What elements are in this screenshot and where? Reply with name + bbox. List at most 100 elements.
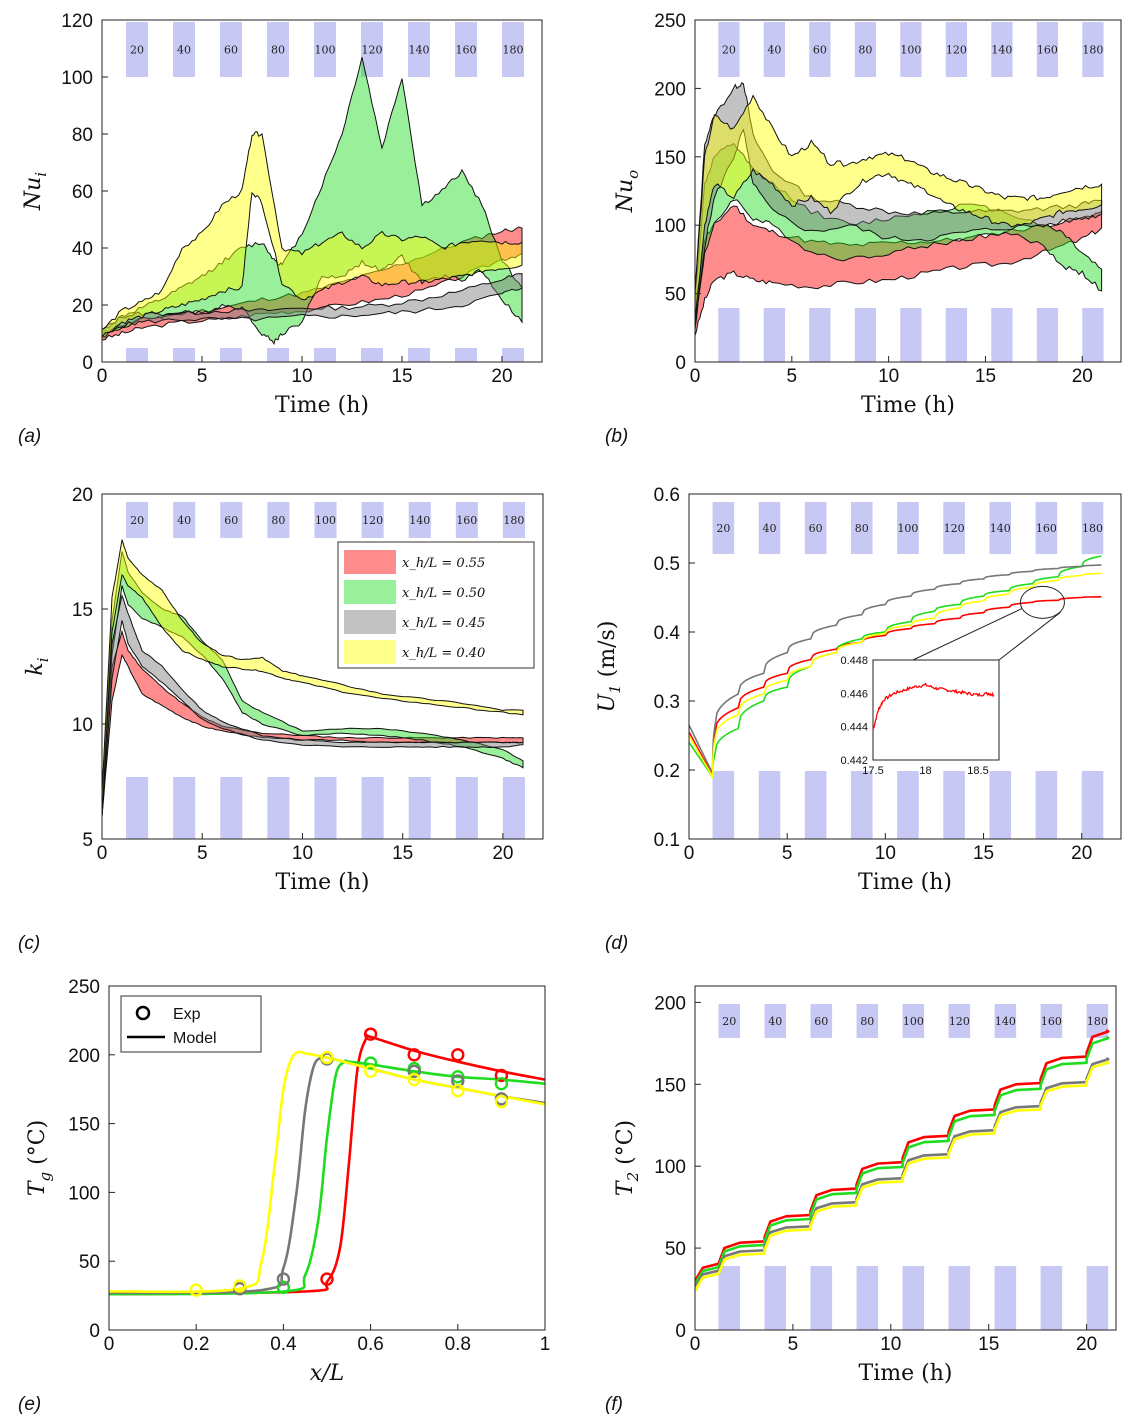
- panel-label: (d): [605, 933, 628, 954]
- day-band-top: [851, 502, 873, 554]
- day-band-bottom: [455, 777, 478, 839]
- band-label: 40: [767, 44, 781, 57]
- plot-area-a: [102, 57, 523, 346]
- inset-line: [872, 682, 995, 731]
- y-tick-label: 0.1: [654, 830, 680, 851]
- x-tick-label: 10: [292, 843, 313, 864]
- day-band-top: [718, 1004, 741, 1038]
- panel-label: (e): [18, 1394, 41, 1415]
- day-bands-f: [718, 1004, 1109, 1330]
- day-band-top: [902, 1004, 925, 1038]
- band-label: 60: [813, 44, 827, 57]
- day-band-top: [408, 22, 430, 77]
- band-label: 120: [362, 514, 383, 527]
- day-band-top: [267, 502, 290, 538]
- x-tick-label: 20: [1076, 1334, 1097, 1355]
- y-tick-label: 20: [72, 485, 93, 506]
- x-tick-label: 15: [975, 366, 996, 387]
- band-label: 180: [1082, 44, 1103, 57]
- band-label: 40: [177, 514, 191, 527]
- day-band-top: [989, 502, 1012, 554]
- exp-point-yellow: [189, 1283, 203, 1297]
- zoom-connector: [998, 611, 1061, 661]
- y-tick-label: 0.5: [654, 554, 680, 575]
- band-label: 20: [130, 514, 144, 527]
- x-tick-label: 10: [880, 1334, 901, 1355]
- inset-frame: [872, 659, 1000, 761]
- y-tick-label: 60: [72, 182, 93, 203]
- inset-x-tick: 18: [919, 765, 931, 777]
- inset-y-tick: 0.444: [840, 722, 868, 734]
- exp-point-red: [363, 1027, 378, 1041]
- x-tick-label: 10: [875, 843, 896, 864]
- x-tick-label: 5: [197, 366, 208, 387]
- band-label: 40: [177, 44, 191, 57]
- day-band-top: [173, 22, 195, 77]
- y-tick-label: 5: [82, 830, 93, 851]
- y-tick-label: 0: [89, 1321, 100, 1342]
- y-tick-label: 0.2: [654, 761, 680, 782]
- band-label: 100: [897, 522, 918, 535]
- day-band-bottom: [173, 777, 196, 839]
- plot-area-d: [689, 555, 1102, 780]
- band-label: 80: [860, 1015, 874, 1028]
- exp-point-green: [276, 1280, 291, 1295]
- band-label: 20: [130, 44, 144, 57]
- exp-point-green: [451, 1070, 465, 1084]
- band-label: 140: [990, 522, 1011, 535]
- day-band-bottom: [991, 308, 1013, 362]
- band-label: 60: [224, 44, 238, 57]
- band-label: 140: [409, 514, 430, 527]
- band-series-yellow: [695, 94, 1103, 322]
- legend-swatch-red: [344, 550, 396, 574]
- panel-label: (f): [605, 1394, 623, 1415]
- day-band-bottom: [1082, 308, 1104, 362]
- band-label: 60: [224, 514, 238, 527]
- line-series-green: [695, 1035, 1110, 1285]
- day-band-top: [455, 502, 478, 538]
- panel-label: (b): [605, 426, 628, 447]
- y-tick-label: 0.3: [654, 692, 680, 713]
- day-band-bottom: [718, 1266, 741, 1330]
- day-band-top: [1036, 22, 1059, 77]
- day-band-bottom: [945, 308, 968, 362]
- y-tick-label: 50: [665, 1239, 686, 1260]
- y-axis-label: ki: [23, 657, 52, 675]
- legend-entry: Exp: [173, 1006, 201, 1023]
- day-band-bottom: [267, 348, 289, 362]
- y-tick-label: 200: [654, 79, 686, 100]
- day-band-top: [994, 1004, 1017, 1038]
- x-tick-label: 10: [878, 366, 899, 387]
- day-band-top: [758, 502, 781, 554]
- band-label: 140: [991, 44, 1012, 57]
- svg-text:Nui: Nui: [21, 172, 50, 211]
- day-band-bottom: [994, 1266, 1017, 1330]
- band-label: 20: [722, 44, 736, 57]
- band-label: 60: [809, 522, 823, 535]
- x-axis-label: Time (h): [275, 393, 369, 418]
- day-band-top: [502, 502, 525, 538]
- plot-frame-c: [101, 493, 544, 840]
- y-tick-label: 10: [72, 715, 93, 736]
- day-band-bottom: [900, 308, 922, 362]
- day-band-top: [1035, 502, 1058, 554]
- day-band-bottom: [220, 777, 243, 839]
- exp-point-yellow: [320, 1050, 334, 1065]
- day-band-bottom: [314, 777, 337, 839]
- x-tick-label: 20: [1072, 366, 1093, 387]
- model-line-green: [109, 1059, 545, 1296]
- day-band-bottom: [758, 771, 781, 839]
- day-band-bottom: [1040, 1266, 1063, 1330]
- band-label: 40: [763, 522, 777, 535]
- day-band-top: [764, 1004, 787, 1038]
- day-bands-b: [718, 22, 1104, 362]
- x-tick-label: 20: [492, 843, 513, 864]
- x-tick-label: 5: [782, 843, 793, 864]
- day-band-bottom: [897, 771, 919, 839]
- exp-point-red: [407, 1048, 421, 1062]
- x-tick-label: 0: [104, 1334, 115, 1355]
- band-label: 100: [315, 514, 336, 527]
- day-band-top: [943, 502, 965, 554]
- x-tick-label: 0: [690, 366, 701, 387]
